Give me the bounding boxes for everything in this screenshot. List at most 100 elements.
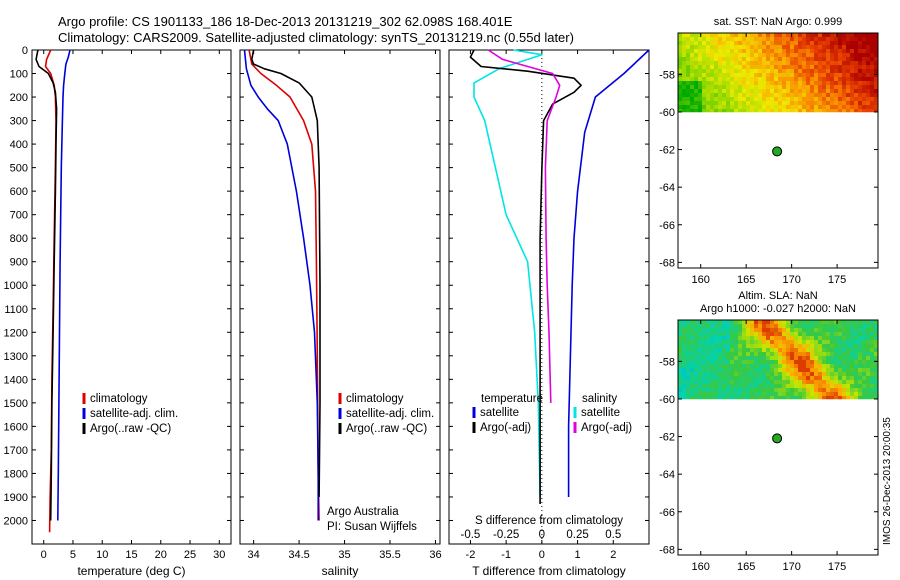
heatmap-cell: [786, 384, 791, 389]
heatmap-cell: [694, 364, 699, 369]
heatmap-cell: [766, 57, 771, 62]
sla_map-ytick-label: -68: [659, 544, 675, 556]
differences-panel: -2 -1 0 1 2T difference from climatologytemp…: [448, 49, 650, 578]
heatmap-cell: [726, 69, 731, 74]
heatmap-cell: [770, 101, 775, 106]
heatmap-cell: [746, 41, 751, 46]
heatmap-cell: [686, 105, 691, 110]
heatmap-cell: [690, 57, 695, 62]
heatmap-cell: [726, 364, 731, 369]
heatmap-cell: [686, 61, 691, 66]
heatmap-cell: [678, 396, 683, 400]
heatmap-cell: [798, 360, 803, 365]
heatmap-cell: [838, 69, 843, 74]
heatmap-cell: [758, 109, 763, 113]
heatmap-cell: [726, 61, 731, 66]
heatmap-cell: [858, 332, 863, 337]
heatmap-cell: [678, 45, 683, 50]
heatmap-cell: [742, 336, 747, 341]
heatmap-cell: [874, 376, 879, 381]
heatmap-cell: [798, 336, 803, 341]
heatmap-cell: [778, 73, 783, 78]
salinity-xtick-label: 34.5: [288, 549, 309, 561]
heatmap-cell: [822, 53, 827, 58]
heatmap-cell: [734, 380, 739, 385]
heatmap-cell: [734, 97, 739, 102]
heatmap-cell: [742, 81, 747, 86]
heatmap-cell: [766, 320, 771, 325]
heatmap-cell: [830, 324, 835, 329]
heatmap-cell: [782, 61, 787, 66]
heatmap-cell: [866, 356, 871, 361]
heatmap-cell: [738, 388, 743, 393]
heatmap-cell: [822, 89, 827, 94]
heatmap-cell: [802, 372, 807, 377]
heatmap-cell: [746, 340, 751, 345]
heatmap-cell: [778, 101, 783, 106]
heatmap-cell: [714, 356, 719, 361]
heatmap-cell: [794, 340, 799, 345]
heatmap-cell: [694, 384, 699, 389]
heatmap-cell: [698, 101, 703, 106]
heatmap-cell: [690, 81, 695, 86]
heatmap-cell: [870, 380, 875, 385]
heatmap-cell: [850, 97, 855, 102]
heatmap-cell: [862, 61, 867, 66]
heatmap-cell: [794, 61, 799, 66]
heatmap-cell: [754, 41, 759, 46]
heatmap-cell: [710, 380, 715, 385]
heatmap-cell: [822, 93, 827, 98]
heatmap-cell: [838, 89, 843, 94]
heatmap-cell: [694, 73, 699, 78]
heatmap-cell: [830, 77, 835, 82]
heatmap-cell: [694, 368, 699, 373]
heatmap-cell: [798, 49, 803, 54]
heatmap-cell: [782, 45, 787, 50]
heatmap-cell: [714, 336, 719, 341]
heatmap-cell: [794, 101, 799, 106]
heatmap-cell: [818, 360, 823, 365]
heatmap-cell: [842, 368, 847, 373]
heatmap-cell: [798, 97, 803, 102]
heatmap-cell: [710, 332, 715, 337]
heatmap-cell: [862, 77, 867, 82]
heatmap-cell: [830, 328, 835, 333]
heatmap-cell: [746, 328, 751, 333]
heatmap-cell: [682, 65, 687, 70]
heatmap-cell: [874, 384, 879, 389]
sst_map-ytick-label: -58: [659, 69, 675, 81]
heatmap-cell: [838, 73, 843, 78]
depth-tick-label: 400: [10, 139, 28, 151]
heatmap-cell: [862, 89, 867, 94]
heatmap-cell: [714, 77, 719, 82]
heatmap-cell: [874, 324, 879, 329]
heatmap-cell: [834, 380, 839, 385]
heatmap-cell: [694, 360, 699, 365]
heatmap-cell: [830, 93, 835, 98]
heatmap-cell: [778, 45, 783, 50]
heatmap-cell: [702, 33, 707, 38]
heatmap-cell: [874, 380, 879, 385]
heatmap-cell: [862, 101, 867, 106]
heatmap-cell: [774, 97, 779, 102]
heatmap-cell: [802, 368, 807, 373]
heatmap-cell: [730, 368, 735, 373]
heatmap-cell: [702, 109, 707, 113]
heatmap-cell: [686, 81, 691, 86]
heatmap-cell: [694, 328, 699, 333]
heatmap-cell: [698, 93, 703, 98]
heatmap-cell: [874, 89, 879, 94]
heatmap-cell: [714, 368, 719, 373]
heatmap-cell: [774, 332, 779, 337]
heatmap-cell: [838, 376, 843, 381]
heatmap-cell: [714, 344, 719, 349]
heatmap-cell: [702, 37, 707, 42]
heatmap-cell: [826, 33, 831, 38]
heatmap-cell: [742, 101, 747, 106]
heatmap-cell: [766, 392, 771, 397]
heatmap-cell: [866, 332, 871, 337]
heatmap-cell: [826, 69, 831, 74]
heatmap-cell: [874, 105, 879, 110]
heatmap-cell: [710, 65, 715, 70]
depth-tick-label: 1500: [4, 398, 28, 410]
